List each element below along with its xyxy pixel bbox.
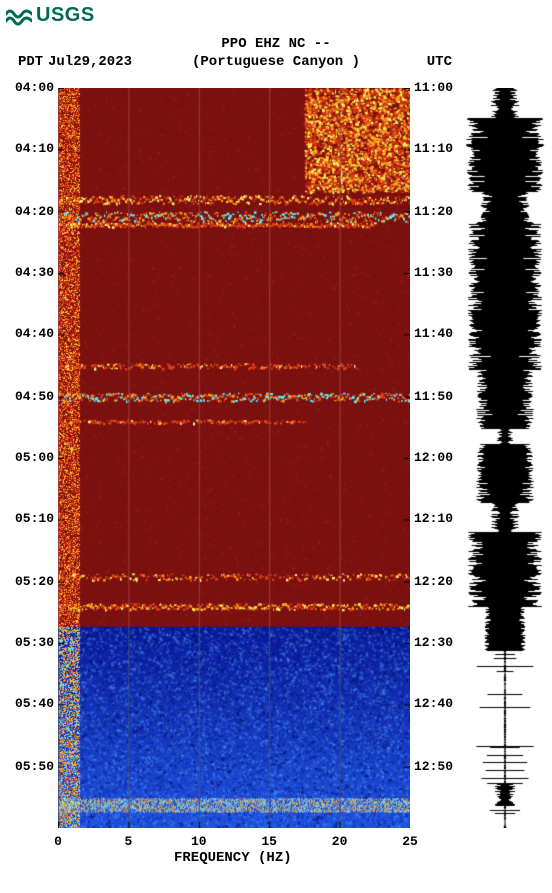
y-right-tick-label: 11:40 [414, 326, 453, 341]
tz-left: PDT [18, 54, 43, 70]
tz-right: UTC [427, 54, 452, 70]
y-left-tick-label: 05:20 [0, 574, 54, 589]
y-left-tick-label: 04:00 [0, 80, 54, 95]
y-right-tick-label: 12:40 [414, 696, 453, 711]
waveform-canvas [462, 88, 548, 828]
y-right-tick-label: 12:30 [414, 635, 453, 650]
x-tick-label: 0 [54, 834, 62, 849]
y-right-tick-label: 11:00 [414, 80, 453, 95]
y-left-tick-label: 04:10 [0, 141, 54, 156]
x-tick-label: 25 [402, 834, 418, 849]
x-tick-label: 5 [124, 834, 132, 849]
y-right-tick-label: 12:50 [414, 759, 453, 774]
waveform-strip [462, 88, 548, 828]
x-tick-label: 10 [191, 834, 207, 849]
y-right-tick-label: 11:50 [414, 389, 453, 404]
y-right-tick-label: 11:10 [414, 141, 453, 156]
x-tick-label: 15 [261, 834, 277, 849]
usgs-logo-text: USGS [36, 4, 95, 27]
y-left-tick-label: 04:20 [0, 204, 54, 219]
station-location: (Portuguese Canyon ) [192, 54, 360, 72]
y-right-tick-label: 11:20 [414, 204, 453, 219]
y-left-tick-label: 05:10 [0, 511, 54, 526]
y-left-tick-label: 05:30 [0, 635, 54, 650]
y-right-tick-label: 12:10 [414, 511, 453, 526]
y-left-tick-label: 05:40 [0, 696, 54, 711]
y-left-tick-label: 05:50 [0, 759, 54, 774]
spectrogram-canvas [58, 88, 410, 828]
usgs-logo: USGS [6, 4, 95, 27]
chart-header: PPO EHZ NC -- PDT Jul29,2023 (Portuguese… [0, 36, 552, 72]
y-left-tick-label: 04:30 [0, 265, 54, 280]
y-left-tick-label: 04:50 [0, 389, 54, 404]
x-tick-label: 20 [332, 834, 348, 849]
y-left-tick-label: 04:40 [0, 326, 54, 341]
y-right-tick-label: 12:20 [414, 574, 453, 589]
x-axis-title: FREQUENCY (HZ) [174, 850, 292, 866]
y-right-tick-label: 11:30 [414, 265, 453, 280]
y-right-tick-label: 12:00 [414, 450, 453, 465]
station-code: PPO EHZ NC -- [221, 36, 330, 52]
spectrogram-plot [58, 88, 410, 828]
y-left-tick-label: 05:00 [0, 450, 54, 465]
wave-icon [6, 5, 32, 27]
header-date: Jul29,2023 [48, 54, 132, 70]
